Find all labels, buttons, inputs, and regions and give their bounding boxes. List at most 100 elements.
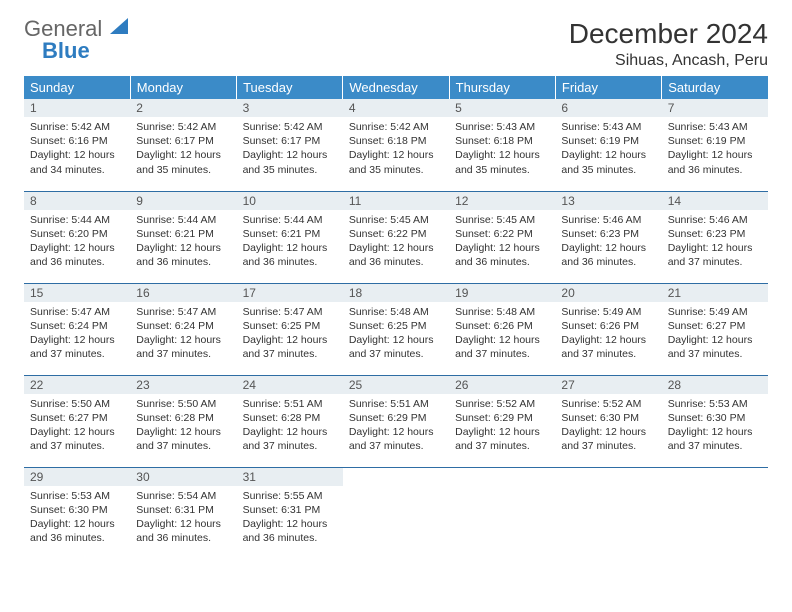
sunrise-line: Sunrise: 5:46 AM <box>668 213 762 227</box>
sunset-line: Sunset: 6:17 PM <box>243 134 337 148</box>
daylight-line: Daylight: 12 hours and 37 minutes. <box>668 425 762 453</box>
logo-line2: Blue <box>42 40 132 62</box>
daylight-line: Daylight: 12 hours and 36 minutes. <box>136 517 230 545</box>
day-details: Sunrise: 5:47 AMSunset: 6:24 PMDaylight:… <box>130 302 236 366</box>
daylight-line: Daylight: 12 hours and 37 minutes. <box>561 333 655 361</box>
day-details: Sunrise: 5:43 AMSunset: 6:18 PMDaylight:… <box>449 117 555 181</box>
calendar-cell: 12Sunrise: 5:45 AMSunset: 6:22 PMDayligh… <box>449 191 555 283</box>
day-number: 30 <box>130 468 236 486</box>
sunset-line: Sunset: 6:24 PM <box>30 319 124 333</box>
header: General Blue December 2024 Sihuas, Ancas… <box>24 18 768 70</box>
day-details: Sunrise: 5:46 AMSunset: 6:23 PMDaylight:… <box>662 210 768 274</box>
day-details: Sunrise: 5:54 AMSunset: 6:31 PMDaylight:… <box>130 486 236 550</box>
sunset-line: Sunset: 6:29 PM <box>349 411 443 425</box>
day-number: 11 <box>343 192 449 210</box>
day-details: Sunrise: 5:46 AMSunset: 6:23 PMDaylight:… <box>555 210 661 274</box>
day-number: 26 <box>449 376 555 394</box>
calendar-cell: 26Sunrise: 5:52 AMSunset: 6:29 PMDayligh… <box>449 375 555 467</box>
day-number: 9 <box>130 192 236 210</box>
sunrise-line: Sunrise: 5:43 AM <box>455 120 549 134</box>
day-details: Sunrise: 5:53 AMSunset: 6:30 PMDaylight:… <box>24 486 130 550</box>
day-details: Sunrise: 5:49 AMSunset: 6:26 PMDaylight:… <box>555 302 661 366</box>
day-number: 25 <box>343 376 449 394</box>
daylight-line: Daylight: 12 hours and 35 minutes. <box>243 148 337 176</box>
day-number: 13 <box>555 192 661 210</box>
day-number: 1 <box>24 99 130 117</box>
day-number: 17 <box>237 284 343 302</box>
day-details: Sunrise: 5:42 AMSunset: 6:16 PMDaylight:… <box>24 117 130 181</box>
sunset-line: Sunset: 6:21 PM <box>136 227 230 241</box>
sunset-line: Sunset: 6:30 PM <box>668 411 762 425</box>
sunset-line: Sunset: 6:24 PM <box>136 319 230 333</box>
day-number: 20 <box>555 284 661 302</box>
calendar-cell: 23Sunrise: 5:50 AMSunset: 6:28 PMDayligh… <box>130 375 236 467</box>
day-number: 31 <box>237 468 343 486</box>
sunrise-line: Sunrise: 5:43 AM <box>668 120 762 134</box>
sunrise-line: Sunrise: 5:42 AM <box>30 120 124 134</box>
day-details: Sunrise: 5:48 AMSunset: 6:26 PMDaylight:… <box>449 302 555 366</box>
day-number: 15 <box>24 284 130 302</box>
calendar-cell: 28Sunrise: 5:53 AMSunset: 6:30 PMDayligh… <box>662 375 768 467</box>
sunrise-line: Sunrise: 5:55 AM <box>243 489 337 503</box>
day-details: Sunrise: 5:51 AMSunset: 6:28 PMDaylight:… <box>237 394 343 458</box>
sunrise-line: Sunrise: 5:49 AM <box>561 305 655 319</box>
sunset-line: Sunset: 6:20 PM <box>30 227 124 241</box>
daylight-line: Daylight: 12 hours and 36 minutes. <box>30 517 124 545</box>
calendar-cell: 20Sunrise: 5:49 AMSunset: 6:26 PMDayligh… <box>555 283 661 375</box>
day-number: 12 <box>449 192 555 210</box>
calendar-cell <box>449 467 555 559</box>
sunset-line: Sunset: 6:19 PM <box>561 134 655 148</box>
sunrise-line: Sunrise: 5:49 AM <box>668 305 762 319</box>
day-number: 16 <box>130 284 236 302</box>
calendar-row: 29Sunrise: 5:53 AMSunset: 6:30 PMDayligh… <box>24 467 768 559</box>
day-details: Sunrise: 5:48 AMSunset: 6:25 PMDaylight:… <box>343 302 449 366</box>
daylight-line: Daylight: 12 hours and 35 minutes. <box>136 148 230 176</box>
day-number: 3 <box>237 99 343 117</box>
day-number: 4 <box>343 99 449 117</box>
day-details: Sunrise: 5:52 AMSunset: 6:29 PMDaylight:… <box>449 394 555 458</box>
sunset-line: Sunset: 6:22 PM <box>349 227 443 241</box>
daylight-line: Daylight: 12 hours and 36 minutes. <box>455 241 549 269</box>
calendar-cell: 30Sunrise: 5:54 AMSunset: 6:31 PMDayligh… <box>130 467 236 559</box>
daylight-line: Daylight: 12 hours and 36 minutes. <box>243 517 337 545</box>
daylight-line: Daylight: 12 hours and 35 minutes. <box>561 148 655 176</box>
calendar-body: 1Sunrise: 5:42 AMSunset: 6:16 PMDaylight… <box>24 99 768 559</box>
sunrise-line: Sunrise: 5:52 AM <box>455 397 549 411</box>
calendar-cell: 17Sunrise: 5:47 AMSunset: 6:25 PMDayligh… <box>237 283 343 375</box>
day-number: 2 <box>130 99 236 117</box>
daylight-line: Daylight: 12 hours and 36 minutes. <box>136 241 230 269</box>
calendar-cell: 22Sunrise: 5:50 AMSunset: 6:27 PMDayligh… <box>24 375 130 467</box>
calendar-row: 8Sunrise: 5:44 AMSunset: 6:20 PMDaylight… <box>24 191 768 283</box>
calendar-cell: 6Sunrise: 5:43 AMSunset: 6:19 PMDaylight… <box>555 99 661 191</box>
sunset-line: Sunset: 6:28 PM <box>243 411 337 425</box>
day-details: Sunrise: 5:45 AMSunset: 6:22 PMDaylight:… <box>449 210 555 274</box>
daylight-line: Daylight: 12 hours and 37 minutes. <box>455 333 549 361</box>
day-details: Sunrise: 5:45 AMSunset: 6:22 PMDaylight:… <box>343 210 449 274</box>
sunrise-line: Sunrise: 5:46 AM <box>561 213 655 227</box>
day-details: Sunrise: 5:44 AMSunset: 6:21 PMDaylight:… <box>237 210 343 274</box>
weekday-header: Monday <box>130 76 236 99</box>
calendar-cell: 13Sunrise: 5:46 AMSunset: 6:23 PMDayligh… <box>555 191 661 283</box>
weekday-header: Saturday <box>662 76 768 99</box>
day-number: 10 <box>237 192 343 210</box>
calendar-cell: 24Sunrise: 5:51 AMSunset: 6:28 PMDayligh… <box>237 375 343 467</box>
calendar-cell <box>343 467 449 559</box>
calendar-cell: 21Sunrise: 5:49 AMSunset: 6:27 PMDayligh… <box>662 283 768 375</box>
sunrise-line: Sunrise: 5:48 AM <box>455 305 549 319</box>
sunset-line: Sunset: 6:31 PM <box>243 503 337 517</box>
day-details: Sunrise: 5:49 AMSunset: 6:27 PMDaylight:… <box>662 302 768 366</box>
sunrise-line: Sunrise: 5:47 AM <box>136 305 230 319</box>
day-details: Sunrise: 5:44 AMSunset: 6:21 PMDaylight:… <box>130 210 236 274</box>
sunset-line: Sunset: 6:22 PM <box>455 227 549 241</box>
weekday-header: Wednesday <box>343 76 449 99</box>
sunrise-line: Sunrise: 5:50 AM <box>136 397 230 411</box>
sunset-line: Sunset: 6:25 PM <box>243 319 337 333</box>
sunrise-line: Sunrise: 5:45 AM <box>349 213 443 227</box>
logo: General Blue <box>24 18 132 62</box>
day-number: 22 <box>24 376 130 394</box>
sunset-line: Sunset: 6:26 PM <box>455 319 549 333</box>
sunset-line: Sunset: 6:17 PM <box>136 134 230 148</box>
day-details: Sunrise: 5:43 AMSunset: 6:19 PMDaylight:… <box>662 117 768 181</box>
sunrise-line: Sunrise: 5:51 AM <box>243 397 337 411</box>
calendar-cell: 16Sunrise: 5:47 AMSunset: 6:24 PMDayligh… <box>130 283 236 375</box>
